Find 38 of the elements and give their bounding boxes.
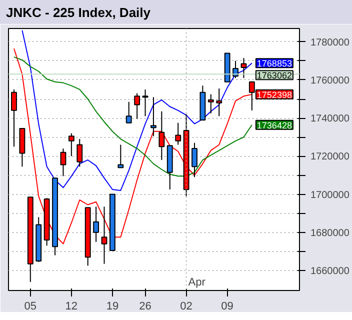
chart-title: JNKC - 225 Index, Daily [6, 4, 150, 22]
candlestick [76, 138, 83, 168]
candlestick [192, 142, 198, 178]
x-tick-label: 12 [65, 300, 78, 312]
y-tick-label: 1780000 [310, 37, 350, 48]
y-tick-label: 1660000 [310, 266, 350, 277]
candlestick [175, 122, 182, 146]
y-tick-label: 1720000 [310, 152, 350, 163]
y-tick-label: 1740000 [310, 114, 350, 125]
x-tick-label: 05 [24, 300, 37, 312]
candlestick [118, 144, 124, 168]
candlestick [142, 88, 148, 117]
data-label: 1736428 [256, 120, 292, 130]
candlestick [158, 110, 165, 160]
data-label: 1768853 [256, 58, 292, 69]
candlestick [216, 88, 222, 117]
candlestick [93, 206, 99, 242]
candlestick [60, 148, 66, 177]
x-tick-label: 19 [106, 300, 119, 312]
line-series [13, 48, 252, 244]
line-series [22, 30, 252, 191]
x-tick-label: 26 [139, 300, 152, 312]
candlestick [126, 101, 132, 124]
y-tick-label: 1700000 [310, 190, 350, 201]
y-tick-label: 1680000 [310, 228, 350, 239]
candlestick [68, 132, 74, 157]
annotation: Apr [188, 276, 206, 288]
y-tick-label: 1760000 [310, 75, 350, 86]
candlestick [208, 94, 214, 114]
x-tick-label: 02 [180, 300, 192, 312]
candlestick [134, 92, 140, 120]
candlestick [150, 96, 156, 137]
x-tick-label: 09 [221, 300, 234, 312]
candlestick [240, 58, 247, 79]
line-series [13, 56, 252, 177]
candlestick [11, 88, 17, 148]
ref-line-label: 1763062 [256, 70, 292, 81]
data-label: 1752398 [256, 90, 292, 100]
